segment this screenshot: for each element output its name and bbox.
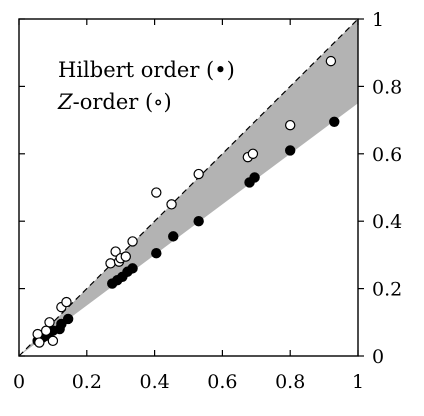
legend-zorder-close: ): [163, 90, 171, 114]
zorder-point: [127, 236, 138, 247]
zorder-point: [325, 55, 337, 67]
x-tick-label: 0.6: [207, 371, 237, 393]
shaded-band: [19, 19, 358, 356]
x-tick-label: 0.8: [275, 371, 305, 393]
y-tick-label: 0.6: [372, 144, 402, 166]
zorder-point: [285, 119, 296, 131]
x-tick-label: 0.2: [72, 371, 102, 393]
plot-frame-layer: [18, 18, 359, 357]
zorder-point: [105, 258, 116, 269]
x-tick-label: 1: [352, 371, 364, 393]
points-layer: [32, 55, 340, 348]
zorder-point: [44, 317, 55, 328]
hilbert-point: [168, 231, 179, 242]
legend-zorder-marker: ∘: [153, 90, 163, 114]
shaded-band-layer: [19, 19, 358, 356]
legend-zorder-label: -order (: [73, 90, 154, 114]
ticks-layer: 0 0.2 0.4 0.6 0.8 100.20.40.60.81: [13, 9, 402, 393]
legend-hilbert-close: ): [227, 58, 235, 82]
y-tick-label: 0.4: [372, 211, 402, 233]
x-tick-label: 0.4: [139, 371, 169, 393]
zorder-point: [151, 187, 162, 198]
zorder-point: [110, 246, 121, 257]
legend-entry-zorder: Z-order (∘): [57, 90, 172, 114]
zorder-point: [40, 325, 52, 336]
legend-zorder-z: Z: [57, 90, 73, 114]
legend-hilbert-marker: •: [214, 58, 226, 82]
hilbert-point: [127, 263, 138, 274]
y-tick-label: 0: [372, 346, 384, 368]
hilbert-point: [329, 116, 340, 127]
zorder-point: [34, 337, 45, 348]
zorder-point: [166, 199, 177, 210]
hilbert-point: [193, 215, 204, 227]
hilbert-point: [151, 248, 162, 259]
hilbert-point: [62, 313, 74, 325]
x-tick-label: 0: [13, 371, 25, 393]
y-tick-label: 0.2: [372, 279, 402, 301]
zorder-point: [32, 328, 43, 340]
hilbert-point: [249, 172, 260, 183]
hilbert-point: [56, 318, 67, 330]
zorder-point: [247, 148, 259, 159]
legend-entry-hilbert: Hilbert order (•): [58, 58, 235, 82]
plot-frame: [18, 18, 359, 357]
legend: Hilbert order (•) Z-order (∘): [57, 58, 235, 114]
y-tick-label: 1: [372, 9, 384, 31]
legend-hilbert-label: Hilbert order (: [58, 58, 214, 82]
y-tick-label: 0.8: [372, 76, 402, 98]
zorder-point: [61, 296, 72, 308]
zorder-point: [47, 335, 59, 347]
zorder-point: [193, 168, 204, 180]
hilbert-point: [285, 145, 296, 156]
zorder-point: [120, 251, 131, 262]
